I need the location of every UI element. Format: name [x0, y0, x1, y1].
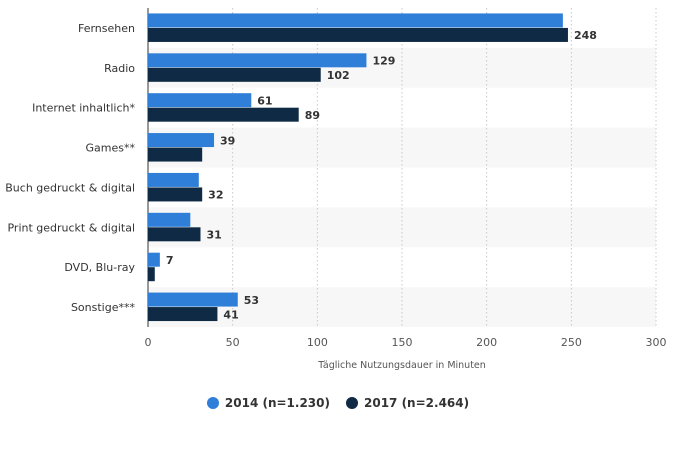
- data-label: 61: [257, 94, 272, 107]
- data-label: 53: [244, 294, 259, 307]
- bar-2017[interactable]: [148, 27, 568, 42]
- data-label: 102: [327, 69, 350, 82]
- category-label: DVD, Blu-ray: [64, 261, 135, 274]
- data-label: 32: [208, 189, 223, 202]
- legend: 2014 (n=1.230) 2017 (n=2.464): [0, 396, 676, 410]
- bar-2017[interactable]: [148, 107, 299, 122]
- category-label: Fernsehen: [78, 22, 135, 35]
- legend-item-2017[interactable]: 2017 (n=2.464): [346, 396, 469, 410]
- category-label: Sonstige***: [71, 301, 136, 314]
- data-label: 129: [372, 55, 395, 68]
- data-label: 39: [220, 134, 235, 147]
- data-label: 7: [166, 254, 174, 267]
- x-tick-label: 300: [646, 336, 667, 349]
- bar-2014[interactable]: [148, 53, 367, 68]
- bar-2017[interactable]: [148, 67, 321, 82]
- x-tick-label: 0: [145, 336, 152, 349]
- bar-2014[interactable]: [148, 172, 199, 187]
- x-tick-label: 200: [476, 336, 497, 349]
- bar-2014[interactable]: [148, 133, 215, 148]
- legend-swatch-2017: [346, 397, 358, 409]
- category-label: Radio: [104, 62, 135, 75]
- bar-2014[interactable]: [148, 13, 563, 28]
- data-label: 89: [305, 109, 320, 122]
- legend-label-2014: 2014 (n=1.230): [224, 396, 330, 410]
- x-tick-label: 50: [226, 336, 240, 349]
- bar-2017[interactable]: [148, 307, 218, 322]
- bar-2014[interactable]: [148, 212, 191, 227]
- bar-2014[interactable]: [148, 252, 160, 267]
- legend-swatch-2014: [206, 397, 219, 409]
- bar-2017[interactable]: [148, 227, 201, 242]
- data-label: 41: [223, 308, 238, 321]
- legend-item-2014[interactable]: 2014 (n=1.230): [206, 396, 330, 410]
- x-tick-label: 100: [307, 336, 328, 349]
- category-label: Games**: [86, 142, 136, 155]
- category-label: Buch gedruckt & digital: [5, 181, 135, 194]
- bar-2017[interactable]: [148, 187, 203, 202]
- x-tick-label: 150: [392, 336, 413, 349]
- bar-2017[interactable]: [148, 267, 155, 282]
- data-label: 31: [206, 229, 221, 242]
- data-label: 248: [574, 29, 597, 42]
- x-tick-label: 250: [561, 336, 582, 349]
- bar-2014[interactable]: [148, 292, 238, 307]
- x-axis-label: Tägliche Nutzungsdauer in Minuten: [317, 360, 486, 371]
- category-label: Internet inhaltlich*: [32, 102, 135, 115]
- x-tick-labels: 0 50 100 150 200 250 300: [145, 336, 667, 349]
- bar-2014[interactable]: [148, 93, 252, 108]
- category-label: Print gedruckt & digital: [7, 221, 135, 234]
- bars: 248 129 102 61 89 39 32 31 7 53 41: [148, 13, 597, 321]
- legend-label-2017: 2017 (n=2.464): [364, 396, 470, 410]
- category-labels: Fernsehen Radio Internet inhaltlich* Games*…: [5, 22, 135, 314]
- bar-2017[interactable]: [148, 147, 203, 162]
